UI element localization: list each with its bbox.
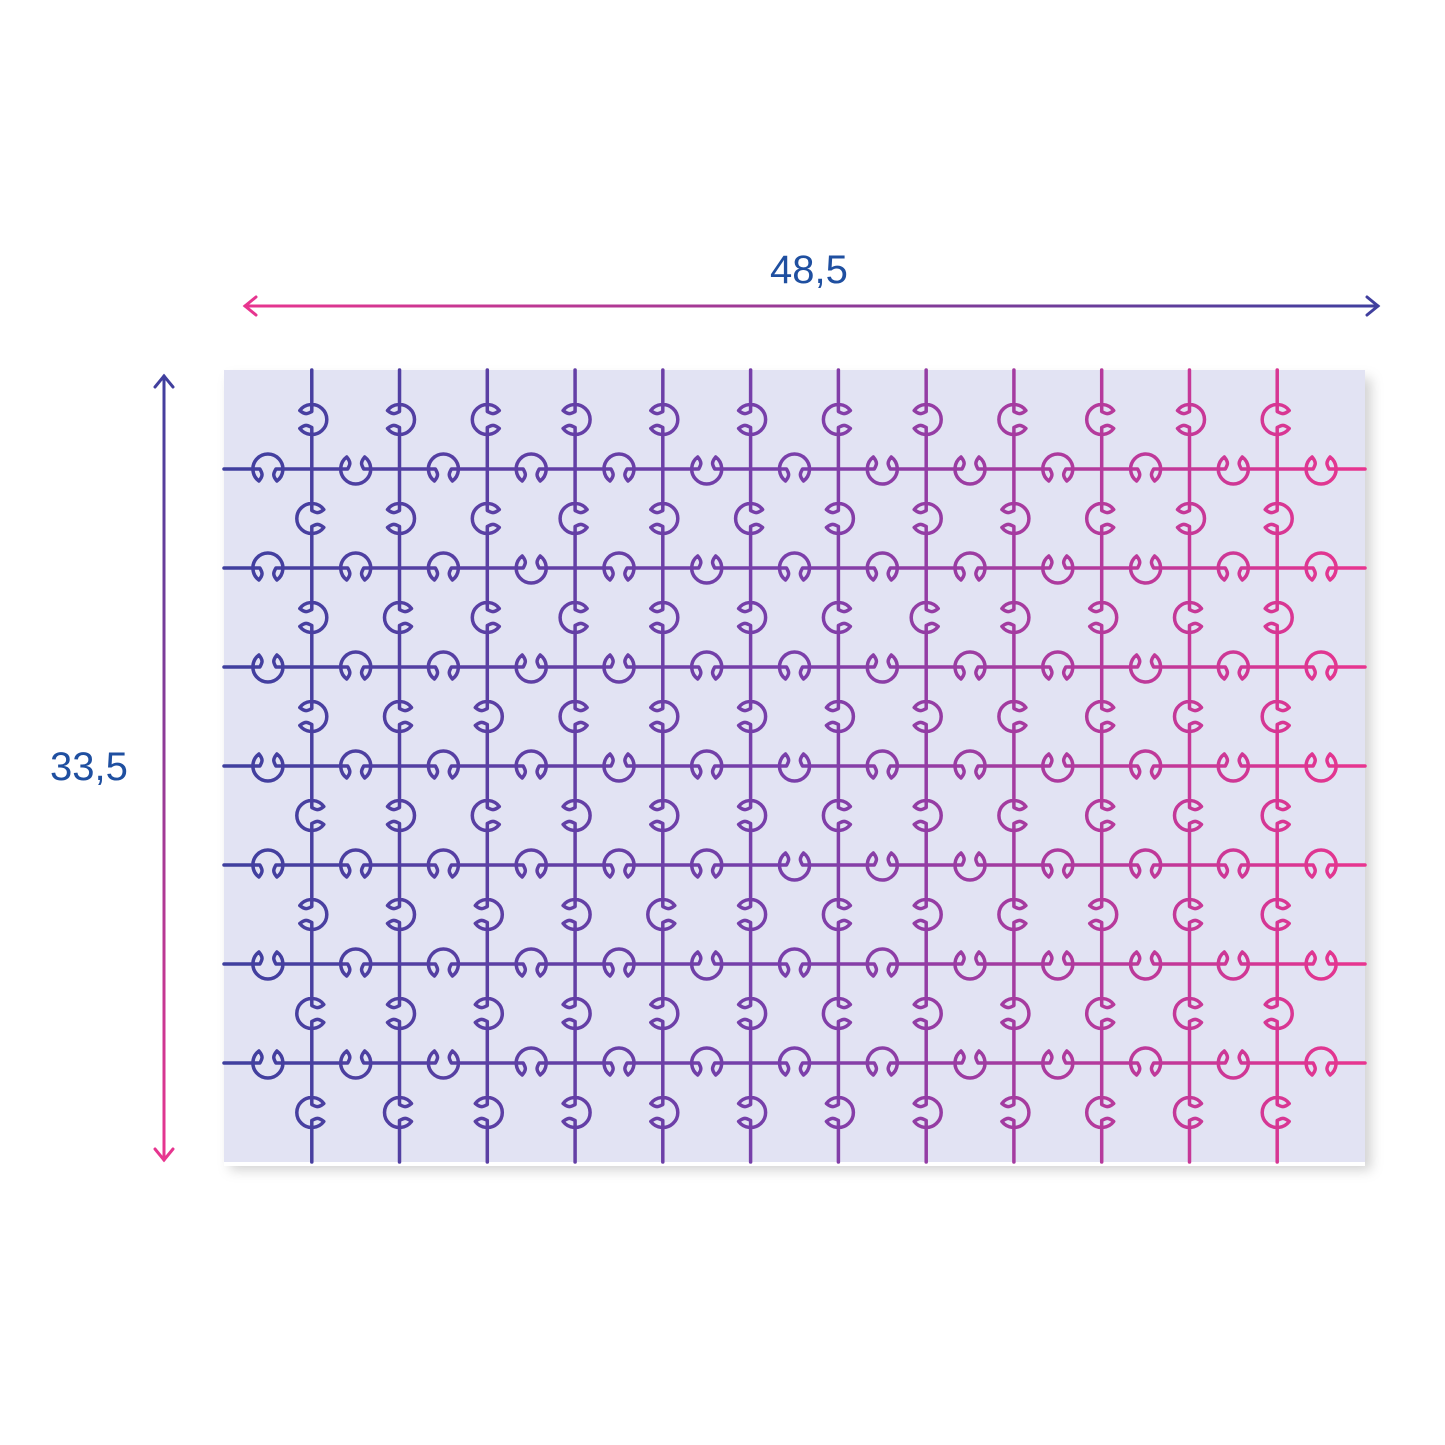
horizontal-cut-line bbox=[222, 650, 1367, 684]
width-label: 48,5 bbox=[770, 248, 848, 292]
vertical-cut-line bbox=[997, 368, 1031, 1164]
vertical-cut-line bbox=[1172, 368, 1207, 1164]
vertical-cut-line bbox=[382, 368, 417, 1164]
horizontal-cut-line bbox=[222, 551, 1367, 585]
height-label: 33,5 bbox=[50, 745, 128, 789]
puzzle-cut-lines bbox=[222, 368, 1367, 1164]
vertical-cut-line bbox=[1084, 368, 1119, 1164]
width-arrow bbox=[242, 295, 1381, 317]
vertical-cut-line bbox=[821, 368, 856, 1164]
height-arrow bbox=[153, 373, 175, 1163]
horizontal-cut-line bbox=[222, 749, 1367, 783]
horizontal-cut-line bbox=[222, 947, 1367, 981]
vertical-cut-line bbox=[470, 368, 505, 1164]
vertical-cut-line bbox=[646, 368, 680, 1164]
vertical-cut-line bbox=[1260, 368, 1294, 1164]
horizontal-cut-line bbox=[222, 848, 1367, 882]
vertical-cut-line bbox=[558, 368, 592, 1164]
vertical-cut-line bbox=[295, 368, 329, 1164]
horizontal-cut-line bbox=[222, 1046, 1367, 1080]
vertical-cut-line bbox=[733, 368, 768, 1164]
horizontal-cut-line bbox=[222, 452, 1367, 486]
vertical-cut-line bbox=[909, 368, 943, 1164]
